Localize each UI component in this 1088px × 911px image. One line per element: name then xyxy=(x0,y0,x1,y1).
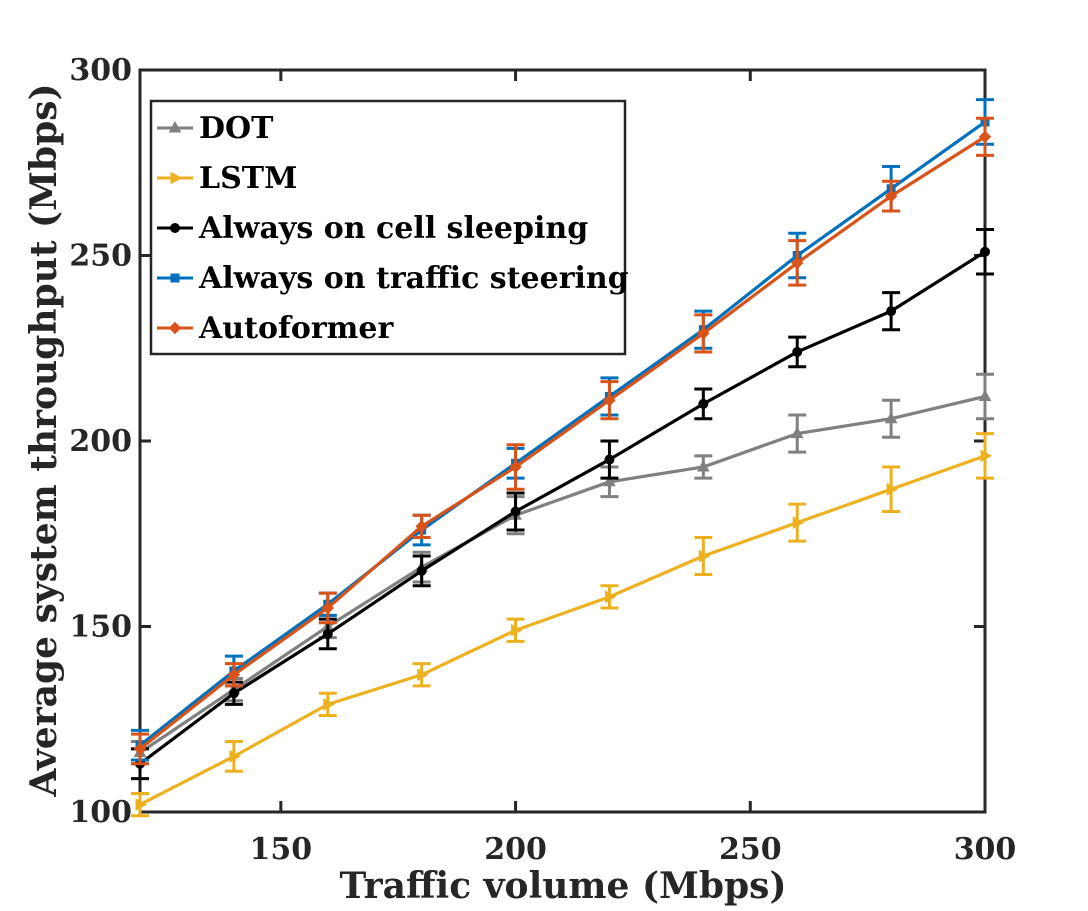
data-point xyxy=(886,482,899,496)
legend-item: Always on traffic steering xyxy=(157,261,629,296)
x-tick-label: 250 xyxy=(719,832,782,867)
data-point xyxy=(509,460,522,474)
legend-marker xyxy=(170,223,180,233)
legend-label: Always on traffic steering xyxy=(198,261,629,296)
data-point xyxy=(790,426,804,439)
legend-label: Autoformer xyxy=(198,311,395,346)
data-point xyxy=(229,750,241,763)
legend-item: LSTM xyxy=(157,161,297,196)
data-point xyxy=(604,590,617,604)
data-point xyxy=(978,389,992,401)
data-point xyxy=(696,459,710,472)
data-point xyxy=(980,246,990,257)
y-tick-label: 250 xyxy=(69,239,132,274)
legend-label: DOT xyxy=(199,111,274,146)
legend-box xyxy=(149,99,627,356)
series-line xyxy=(139,454,986,807)
data-point xyxy=(698,398,709,409)
data-point xyxy=(133,742,147,756)
x-axis-label: Traffic volume (Mbps) xyxy=(340,865,787,907)
x-tick-label: 200 xyxy=(484,832,547,867)
legend-marker xyxy=(170,171,183,185)
data-point xyxy=(697,327,710,340)
data-point xyxy=(603,393,616,407)
data-point xyxy=(884,411,898,424)
series-line xyxy=(139,250,986,766)
data-point xyxy=(791,256,804,270)
y-axis-label: Average system throughput (Mbps) xyxy=(23,83,65,797)
series-line xyxy=(139,394,986,754)
legend-item: Always on cell sleeping xyxy=(157,211,588,246)
data-point xyxy=(416,565,427,576)
data-point xyxy=(792,516,805,529)
series-always-on-cell-sleeping xyxy=(131,228,994,781)
data-point xyxy=(510,506,521,517)
data-point xyxy=(227,668,241,681)
data-point xyxy=(604,454,615,465)
legend-label: Always on cell sleeping xyxy=(198,211,588,246)
data-point xyxy=(603,474,616,487)
data-point xyxy=(698,549,711,563)
legend-item: Autoformer xyxy=(157,311,395,346)
x-tick-label: 150 xyxy=(250,832,313,867)
data-point xyxy=(417,668,429,682)
legend-marker xyxy=(168,120,182,133)
data-point xyxy=(978,130,992,143)
legend-items: DOT LSTM Always on cell sleeping Always on … xyxy=(157,111,629,346)
x-tick-label: 300 xyxy=(954,832,1017,867)
legend-marker xyxy=(170,273,180,283)
data-point xyxy=(980,449,993,463)
data-point xyxy=(884,189,898,203)
data-point xyxy=(323,698,335,711)
data-point xyxy=(886,306,897,317)
series-autoformer xyxy=(131,116,994,766)
legend: DOT LSTM Always on cell sleeping Always on … xyxy=(149,99,629,356)
data-point xyxy=(228,688,239,699)
y-tick-label: 100 xyxy=(69,795,132,830)
data-point xyxy=(511,623,523,637)
y-tick-label: 300 xyxy=(69,53,132,88)
data-point xyxy=(322,628,333,639)
series-line xyxy=(139,135,986,751)
axis-ticks xyxy=(140,68,987,814)
series-layer xyxy=(131,98,994,818)
data-point xyxy=(135,798,148,811)
series-lstm xyxy=(131,432,994,818)
series-line xyxy=(139,120,986,747)
y-tick-label: 200 xyxy=(69,424,132,459)
data-point xyxy=(792,346,803,357)
data-point xyxy=(321,601,334,615)
y-tick-label: 150 xyxy=(69,610,132,645)
legend-marker xyxy=(168,321,182,335)
data-point xyxy=(415,520,428,533)
legend-label: LSTM xyxy=(199,161,297,196)
legend-item: DOT xyxy=(157,111,274,146)
tick-labels: 150 200 250 300 100 150 200 250 300 xyxy=(69,53,1016,867)
